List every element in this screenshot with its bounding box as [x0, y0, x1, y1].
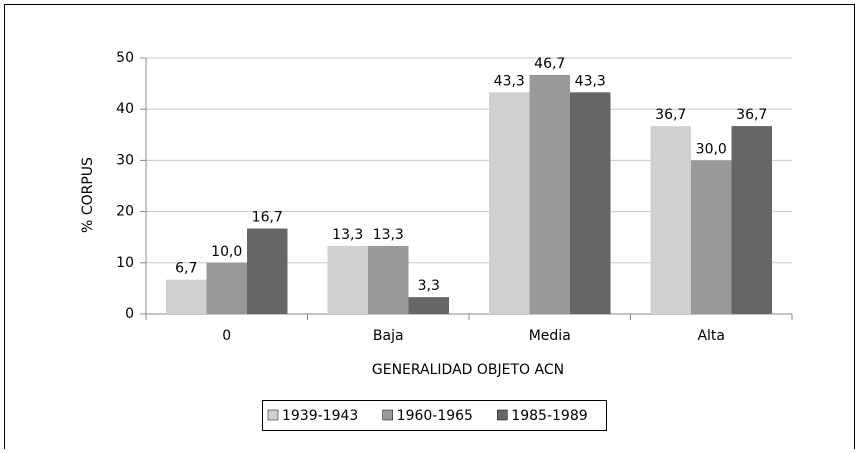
value-label: 16,7: [252, 209, 283, 225]
y-tick-label: 0: [125, 306, 134, 322]
x-tick-label: 0: [222, 328, 231, 344]
value-label: 10,0: [211, 244, 242, 260]
legend-swatch: [497, 409, 508, 421]
value-label: 30,0: [696, 141, 727, 157]
legend-swatch: [382, 409, 393, 421]
x-tick-label: Alta: [697, 328, 725, 344]
bar: [650, 126, 691, 314]
bar: [368, 245, 409, 314]
legend-box: [262, 400, 607, 431]
y-tick-label: 50: [116, 50, 134, 66]
bar: [691, 160, 732, 314]
value-label: 6,7: [175, 261, 197, 277]
y-tick-label: 10: [116, 255, 134, 271]
value-label: 46,7: [534, 56, 565, 72]
legend-label: 1960-1965: [397, 408, 473, 424]
bar: [489, 92, 530, 314]
chart-frame: [4, 4, 855, 453]
value-label: 36,7: [736, 107, 767, 123]
legend-label: 1939-1943: [282, 408, 358, 424]
legend-label: 1985-1989: [511, 408, 587, 424]
bar: [731, 126, 772, 314]
y-tick-label: 20: [116, 204, 134, 220]
value-label: 3,3: [418, 278, 440, 294]
bar: [206, 262, 247, 314]
x-axis-title: GENERALIDAD OBJETO ACN: [372, 362, 564, 378]
y-tick-label: 30: [116, 152, 134, 168]
bar: [570, 92, 611, 314]
bar: [408, 297, 449, 314]
value-label: 13,3: [332, 227, 363, 243]
x-tick-label: Media: [529, 328, 571, 344]
legend-swatch: [267, 409, 279, 421]
value-label: 43,3: [575, 73, 606, 89]
y-axis-title: % CORPUS: [80, 157, 96, 233]
x-tick-label: Baja: [373, 328, 404, 344]
bar: [166, 279, 207, 314]
value-label: 43,3: [494, 73, 525, 89]
y-tick-label: 40: [116, 101, 134, 117]
bar: [529, 74, 570, 314]
bar: [327, 245, 368, 314]
value-label: 36,7: [655, 107, 686, 123]
bar: [247, 228, 288, 314]
value-label: 13,3: [373, 227, 404, 243]
